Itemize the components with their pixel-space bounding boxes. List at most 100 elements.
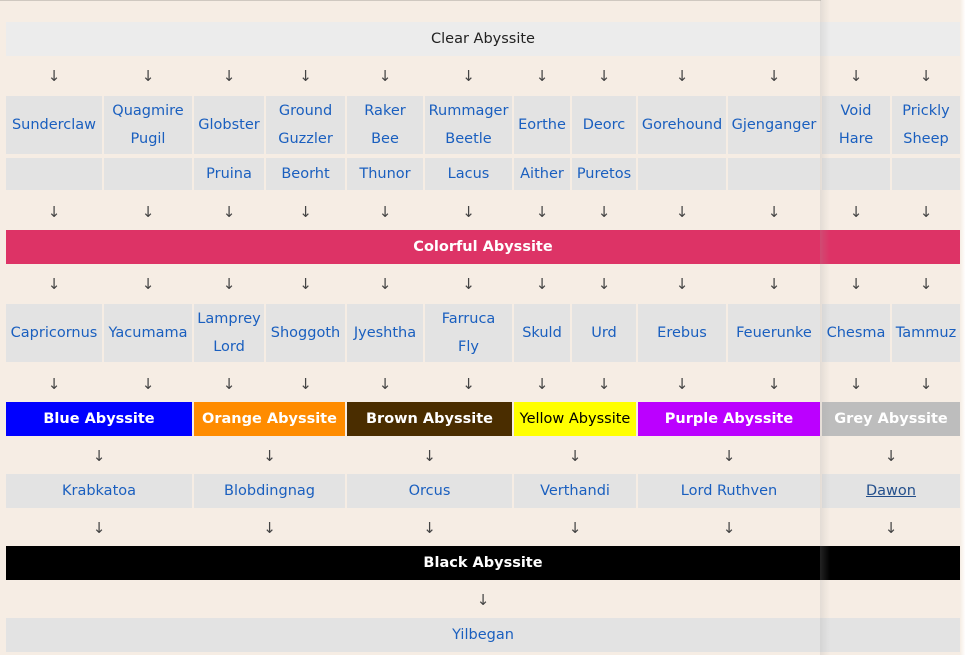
arrow: ↓ [378,203,392,221]
empty-cell [638,158,726,190]
monster-link[interactable]: Lamprey Lord [194,304,264,362]
arrow: ↓ [767,275,781,293]
monster-link[interactable]: Shoggoth [266,304,345,362]
arrow: ↓ [849,375,863,393]
monster-link[interactable]: Chesma [822,304,890,362]
monster-link[interactable]: Feuerunke [728,304,820,362]
arrow: ↓ [476,591,490,609]
monster-link[interactable]: Orcus [347,474,512,508]
monster-link[interactable]: Lacus [425,158,512,190]
yellow-abyssite-band: Yellow Abyssite [514,402,636,436]
arrow: ↓ [299,375,312,393]
arrow: ↓ [462,67,475,85]
arrow: ↓ [767,203,781,221]
monster-link[interactable]: Quagmire Pugil [104,96,192,154]
monster-link[interactable]: Lord Ruthven [638,474,820,508]
monster-link[interactable]: Verthandi [514,474,636,508]
arrow: ↓ [263,447,276,465]
arrow: ↓ [141,275,155,293]
monster-link[interactable]: Deorc [572,96,636,154]
monster-link[interactable]: Beorht [266,158,345,190]
monster-link[interactable]: Prickly Sheep [892,96,960,154]
monster-link[interactable]: Ground Guzzler [266,96,345,154]
clear-abyssite-header: Clear Abyssite [6,22,960,56]
arrow: ↓ [535,203,549,221]
monster-link[interactable]: Gjenganger [728,96,820,154]
grey-abyssite-band: Grey Abyssite [822,402,960,436]
monster-link[interactable]: Blobdingnag [194,474,345,508]
arrow: ↓ [767,375,781,393]
arrow: ↓ [47,375,61,393]
arrow: ↓ [849,67,863,85]
arrow: ↓ [462,375,475,393]
arrow: ↓ [263,519,276,537]
monster-link-yilbegan[interactable]: Yilbegan [6,618,960,652]
monster-link[interactable]: Void Hare [822,96,890,154]
arrow: ↓ [568,519,582,537]
empty-cell [6,158,102,190]
arrow: ↓ [919,275,933,293]
blue-abyssite-band: Blue Abyssite [6,402,192,436]
arrow: ↓ [884,519,898,537]
empty-cell [104,158,192,190]
empty-cell [892,158,960,190]
top-divider [0,0,821,1]
monster-link[interactable]: Dawon [822,474,960,508]
arrow: ↓ [535,275,549,293]
arrow: ↓ [299,67,312,85]
arrow: ↓ [462,203,475,221]
arrow: ↓ [675,203,689,221]
monster-link[interactable]: Krabkatoa [6,474,192,508]
monster-link[interactable]: Skuld [514,304,570,362]
arrow: ↓ [597,203,611,221]
empty-cell [822,158,890,190]
arrow: ↓ [222,375,236,393]
arrow: ↓ [849,203,863,221]
monster-link[interactable]: Capricornus [6,304,102,362]
arrow: ↓ [47,275,61,293]
arrow: ↓ [722,519,736,537]
arrow: ↓ [47,203,61,221]
monster-link[interactable]: Sunderclaw [6,96,102,154]
monster-link[interactable]: Globster [194,96,264,154]
arrow: ↓ [535,375,549,393]
arrow: ↓ [597,67,611,85]
monster-link[interactable]: Raker Bee [347,96,423,154]
monster-link[interactable]: Rummager Beetle [425,96,512,154]
monster-link[interactable]: Aither [514,158,570,190]
arrow: ↓ [378,375,392,393]
monster-link[interactable]: Puretos [572,158,636,190]
arrow: ↓ [222,275,236,293]
monster-link[interactable]: Thunor [347,158,423,190]
arrow: ↓ [299,203,312,221]
arrow: ↓ [423,447,436,465]
monster-link[interactable]: Gorehound [638,96,726,154]
arrow: ↓ [92,447,106,465]
purple-abyssite-band: Purple Abyssite [638,402,820,436]
orange-abyssite-band: Orange Abyssite [194,402,345,436]
arrow: ↓ [92,519,106,537]
arrow: ↓ [675,67,689,85]
arrow: ↓ [141,67,155,85]
arrow: ↓ [141,203,155,221]
monster-link[interactable]: Pruina [194,158,264,190]
empty-cell [728,158,820,190]
arrow: ↓ [919,375,933,393]
monster-link[interactable]: Urd [572,304,636,362]
arrow: ↓ [568,447,582,465]
monster-link[interactable]: Eorthe [514,96,570,154]
monster-link[interactable]: Farruca Fly [425,304,512,362]
black-abyssite-band: Black Abyssite [6,546,960,580]
arrow: ↓ [675,375,689,393]
arrow: ↓ [675,275,689,293]
monster-link[interactable]: Jyeshtha [347,304,423,362]
monster-link[interactable]: Tammuz [892,304,960,362]
arrow: ↓ [299,275,312,293]
monster-link[interactable]: Erebus [638,304,726,362]
arrow: ↓ [597,375,611,393]
arrow: ↓ [462,275,475,293]
arrow: ↓ [47,67,61,85]
monster-link[interactable]: Yacumama [104,304,192,362]
arrow: ↓ [767,67,781,85]
